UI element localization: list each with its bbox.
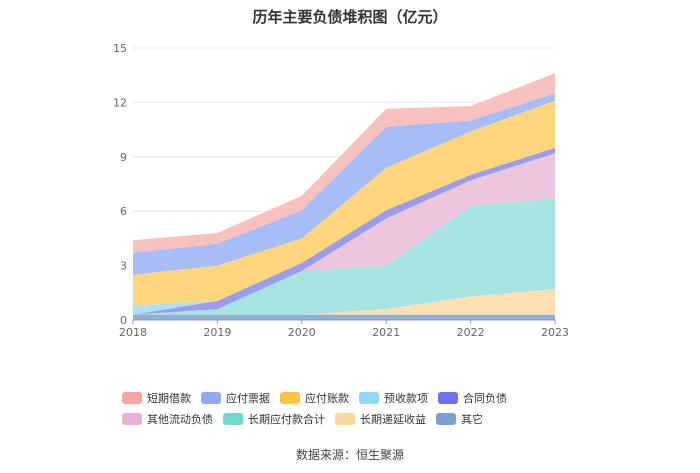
area-series — [133, 73, 555, 320]
data-source: 数据来源：恒生聚源 — [295, 448, 404, 462]
x-tick-label: 2019 — [203, 326, 231, 339]
area-series-4 — [133, 147, 555, 315]
legend-swatch — [122, 413, 142, 425]
legend-swatch — [436, 413, 456, 425]
legend: 短期借款 应付票据 应付账款 预收款项 合同负债其他流动负债 长期应付款合计 长期递延收益 其… — [122, 389, 592, 431]
legend-label: 长期递延收益 — [360, 413, 426, 426]
x-tick-label: 2018 — [119, 326, 147, 339]
legend-item[interactable]: 应付票据 — [201, 389, 270, 407]
legend-item[interactable]: 其它 — [436, 410, 483, 428]
legend-item[interactable]: 合同负债 — [438, 389, 507, 407]
legend-item[interactable]: 短期借款 — [122, 389, 191, 407]
y-tick-label: 6 — [120, 205, 127, 218]
legend-swatch — [122, 392, 142, 404]
y-tick-label: 3 — [120, 260, 127, 273]
legend-swatch — [201, 392, 221, 404]
legend-label: 其它 — [461, 413, 483, 426]
legend-swatch — [438, 392, 458, 404]
legend-item[interactable]: 预收款项 — [359, 389, 428, 407]
area-series-3 — [133, 153, 555, 315]
x-tick-label: 2021 — [372, 326, 400, 339]
area-series-1 — [133, 289, 555, 315]
legend-label: 应付票据 — [226, 392, 270, 405]
legend-item[interactable]: 长期递延收益 — [335, 410, 426, 428]
legend-label: 应付账款 — [305, 392, 349, 405]
y-tick-label: 0 — [120, 314, 127, 327]
y-tick-label: 15 — [113, 42, 127, 55]
area-series-8 — [133, 73, 555, 253]
legend-label: 短期借款 — [147, 392, 191, 405]
y-tick-label: 9 — [120, 151, 127, 164]
area-series-6 — [133, 100, 555, 306]
area-series-0 — [133, 314, 555, 320]
axes: 0 3 6 9 12 15 2018 2019 2020 2021 2022 2023 — [113, 42, 569, 339]
legend-swatch — [359, 392, 379, 404]
y-tick-label: 12 — [113, 96, 127, 109]
legend-item[interactable]: 长期应付款合计 — [223, 410, 325, 428]
legend-swatch — [223, 413, 243, 425]
legend-label: 预收款项 — [384, 392, 428, 405]
legend-label: 长期应付款合计 — [248, 413, 325, 426]
x-tick-label: 2020 — [288, 326, 316, 339]
legend-item[interactable]: 应付账款 — [280, 389, 349, 407]
x-tick-label: 2022 — [457, 326, 485, 339]
legend-label: 其他流动负债 — [147, 413, 213, 426]
legend-swatch — [280, 392, 300, 404]
legend-row: 短期借款 应付票据 应付账款 预收款项 合同负债其他流动负债 长期应付款合计 长期递延收益 其… — [122, 389, 592, 431]
legend-label: 合同负债 — [463, 392, 507, 405]
area-series-2 — [133, 198, 555, 315]
chart-title: 历年主要负债堆积图（亿元） — [252, 8, 448, 26]
legend-item[interactable]: 其他流动负债 — [122, 410, 213, 428]
legend-swatch — [335, 413, 355, 425]
area-series-7 — [133, 93, 555, 275]
x-tick-label: 2023 — [541, 326, 569, 339]
